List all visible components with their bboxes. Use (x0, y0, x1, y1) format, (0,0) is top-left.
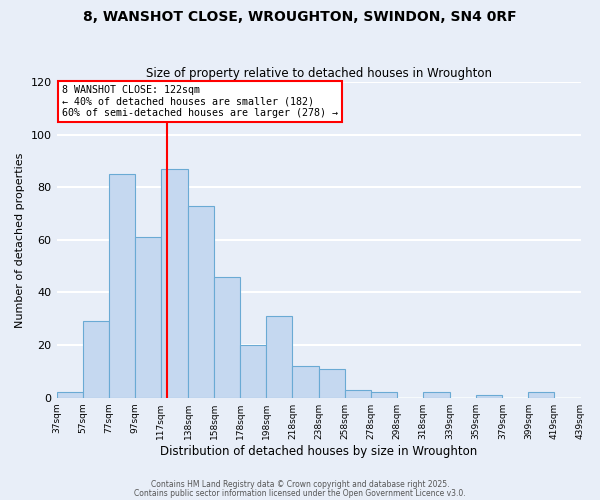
Bar (109, 174, 135, 398)
Y-axis label: Number of detached properties: Number of detached properties (15, 152, 25, 328)
Bar (241, 345, 266, 398)
Bar (344, 390, 371, 398)
Bar (266, 316, 292, 398)
Bar (188, 206, 214, 398)
Title: Size of property relative to detached houses in Wroughton: Size of property relative to detached ho… (146, 66, 491, 80)
X-axis label: Distribution of detached houses by size in Wroughton: Distribution of detached houses by size … (160, 444, 477, 458)
Text: 8 WANSHOT CLOSE: 122sqm
← 40% of detached houses are smaller (182)
60% of semi-d: 8 WANSHOT CLOSE: 122sqm ← 40% of detache… (62, 85, 338, 118)
Bar (292, 366, 319, 398)
Text: Contains public sector information licensed under the Open Government Licence v3: Contains public sector information licen… (134, 488, 466, 498)
Bar (56, 392, 83, 398)
Bar (423, 392, 450, 398)
Bar (476, 395, 502, 398)
Bar (529, 392, 554, 398)
Text: 8, WANSHOT CLOSE, WROUGHTON, SWINDON, SN4 0RF: 8, WANSHOT CLOSE, WROUGHTON, SWINDON, SN… (83, 10, 517, 24)
Bar (319, 369, 344, 398)
Bar (214, 276, 241, 398)
Bar (135, 238, 161, 398)
Bar (371, 392, 397, 398)
Bar (161, 169, 188, 398)
Text: Contains HM Land Registry data © Crown copyright and database right 2025.: Contains HM Land Registry data © Crown c… (151, 480, 449, 489)
Bar (83, 322, 109, 398)
